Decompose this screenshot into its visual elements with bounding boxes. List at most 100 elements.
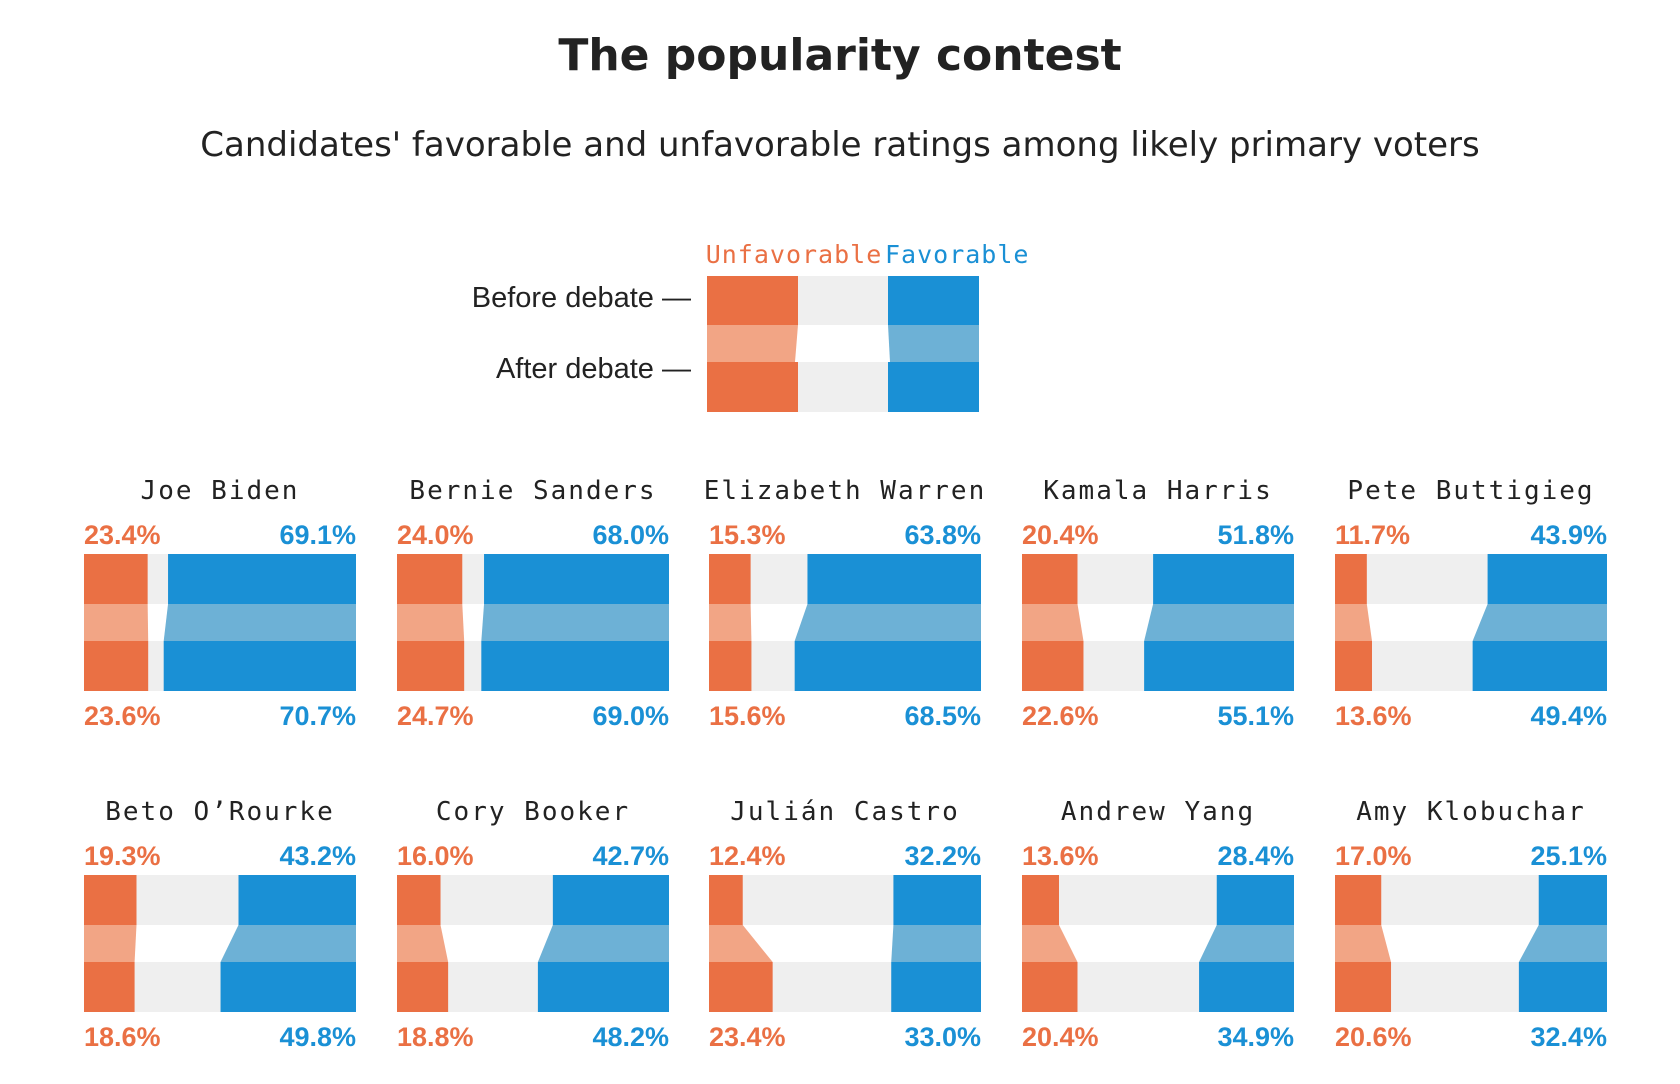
candidate-panel: Pete Buttigieg 11.7% 43.9% 13.6% 49.4% <box>1335 476 1607 731</box>
legend-unfav-after-bar <box>707 362 798 412</box>
legend-fav-transition <box>888 325 979 362</box>
unfavorable-transition <box>397 604 465 641</box>
favorable-after-bar <box>1144 641 1294 691</box>
unfavorable-after-label: 18.8% <box>397 1022 474 1052</box>
favorable-transition <box>1518 925 1607 962</box>
candidate-name: Amy Klobuchar <box>1356 797 1586 827</box>
legend-fav-before-bar <box>888 276 979 325</box>
favorable-before-bar <box>1487 554 1607 604</box>
candidate-name: Elizabeth Warren <box>704 476 986 506</box>
unfavorable-before-label: 23.4% <box>84 520 161 550</box>
unfavorable-before-label: 15.3% <box>709 520 786 550</box>
legend-fav-after-bar <box>888 362 979 412</box>
favorable-before-label: 51.8% <box>1217 520 1294 550</box>
unfavorable-before-label: 20.4% <box>1022 520 1099 550</box>
legend-favorable-label: Favorable <box>885 240 1029 269</box>
favorable-after-bar <box>1472 641 1607 691</box>
unfavorable-before-label: 16.0% <box>397 841 474 871</box>
favorable-transition <box>1199 925 1294 962</box>
favorable-before-bar <box>552 875 669 925</box>
favorable-transition <box>794 604 981 641</box>
unfavorable-after-bar <box>1022 962 1078 1012</box>
candidate-name: Kamala Harris <box>1043 476 1273 506</box>
unfavorable-before-bar <box>1022 875 1059 925</box>
favorable-after-bar <box>163 641 356 691</box>
unfavorable-after-label: 23.6% <box>84 701 161 731</box>
legend-unfav-transition <box>707 325 798 362</box>
favorable-after-bar <box>537 962 669 1012</box>
unfavorable-after-bar <box>397 641 465 691</box>
unfavorable-before-label: 24.0% <box>397 520 474 550</box>
unfavorable-transition <box>709 604 752 641</box>
favorable-after-bar <box>794 641 981 691</box>
unfavorable-transition <box>397 925 449 962</box>
favorable-after-label: 34.9% <box>1217 1022 1294 1052</box>
favorable-before-bar <box>168 554 356 604</box>
favorable-before-bar <box>1153 554 1294 604</box>
unfavorable-after-label: 24.7% <box>397 701 474 731</box>
favorable-before-bar <box>807 554 981 604</box>
unfavorable-before-bar <box>1022 554 1078 604</box>
unfavorable-after-bar <box>84 962 135 1012</box>
favorable-after-label: 48.2% <box>592 1022 669 1052</box>
unfavorable-transition <box>709 925 773 962</box>
unfavorable-before-bar <box>84 875 137 925</box>
favorable-before-bar <box>893 875 981 925</box>
favorable-after-label: 68.5% <box>904 701 981 731</box>
favorable-before-bar <box>484 554 669 604</box>
favorable-after-label: 33.0% <box>904 1022 981 1052</box>
favorable-before-label: 25.1% <box>1530 841 1607 871</box>
favorable-before-label: 42.7% <box>592 841 669 871</box>
favorable-after-bar <box>1518 962 1607 1012</box>
unfavorable-before-label: 17.0% <box>1335 841 1412 871</box>
unfavorable-transition <box>1022 604 1084 641</box>
candidate-name: Joe Biden <box>141 476 300 506</box>
favorable-before-label: 68.0% <box>592 520 669 550</box>
unfavorable-before-label: 19.3% <box>84 841 161 871</box>
candidate-name: Cory Booker <box>436 797 630 827</box>
legend-before-label: Before debate — <box>472 282 691 314</box>
legend-unfav-before-bar <box>707 276 798 325</box>
unfavorable-before-bar <box>709 875 743 925</box>
favorable-before-label: 69.1% <box>279 520 356 550</box>
favorable-transition <box>1144 604 1294 641</box>
unfavorable-after-label: 15.6% <box>709 701 786 731</box>
unfavorable-before-bar <box>397 554 463 604</box>
candidate-panel: Elizabeth Warren 15.3% 63.8% 15.6% 68.5% <box>704 476 986 731</box>
legend: Unfavorable Favorable Before debate — Af… <box>472 240 1029 412</box>
unfavorable-after-bar <box>84 641 149 691</box>
favorable-after-label: 32.4% <box>1530 1022 1607 1052</box>
unfavorable-after-label: 23.4% <box>709 1022 786 1052</box>
unfavorable-after-label: 22.6% <box>1022 701 1099 731</box>
unfavorable-transition <box>1022 925 1078 962</box>
unfavorable-after-bar <box>397 962 449 1012</box>
unfavorable-after-bar <box>709 641 752 691</box>
favorable-after-bar <box>891 962 981 1012</box>
unfavorable-after-bar <box>709 962 773 1012</box>
candidate-name: Beto O’Rourke <box>105 797 335 827</box>
unfavorable-after-label: 13.6% <box>1335 701 1412 731</box>
candidate-panel: Beto O’Rourke 19.3% 43.2% 18.6% 49.8% <box>84 797 356 1052</box>
favorable-transition <box>1472 604 1607 641</box>
candidate-name: Pete Buttigieg <box>1347 476 1594 506</box>
favorable-transition <box>481 604 669 641</box>
unfavorable-transition <box>84 925 137 962</box>
unfavorable-transition <box>1335 604 1372 641</box>
favorable-after-bar <box>220 962 356 1012</box>
unfavorable-before-label: 11.7% <box>1335 520 1410 550</box>
candidate-name: Andrew Yang <box>1061 797 1255 827</box>
unfavorable-after-bar <box>1335 962 1392 1012</box>
candidate-name: Julián Castro <box>730 797 960 827</box>
chart-subtitle: Candidates' favorable and unfavorable ra… <box>200 125 1480 165</box>
favorable-before-label: 43.9% <box>1530 520 1607 550</box>
favorable-after-label: 49.4% <box>1530 701 1607 731</box>
candidate-panel: Kamala Harris 20.4% 51.8% 22.6% 55.1% <box>1022 476 1294 731</box>
favorable-after-bar <box>1199 962 1294 1012</box>
favorable-before-label: 28.4% <box>1217 841 1294 871</box>
unfavorable-after-bar <box>1022 641 1084 691</box>
favorable-after-label: 70.7% <box>279 701 356 731</box>
unfavorable-before-label: 13.6% <box>1022 841 1099 871</box>
favorable-transition <box>220 925 356 962</box>
candidate-panel: Amy Klobuchar 17.0% 25.1% 20.6% 32.4% <box>1335 797 1607 1052</box>
favorable-after-bar <box>481 641 669 691</box>
